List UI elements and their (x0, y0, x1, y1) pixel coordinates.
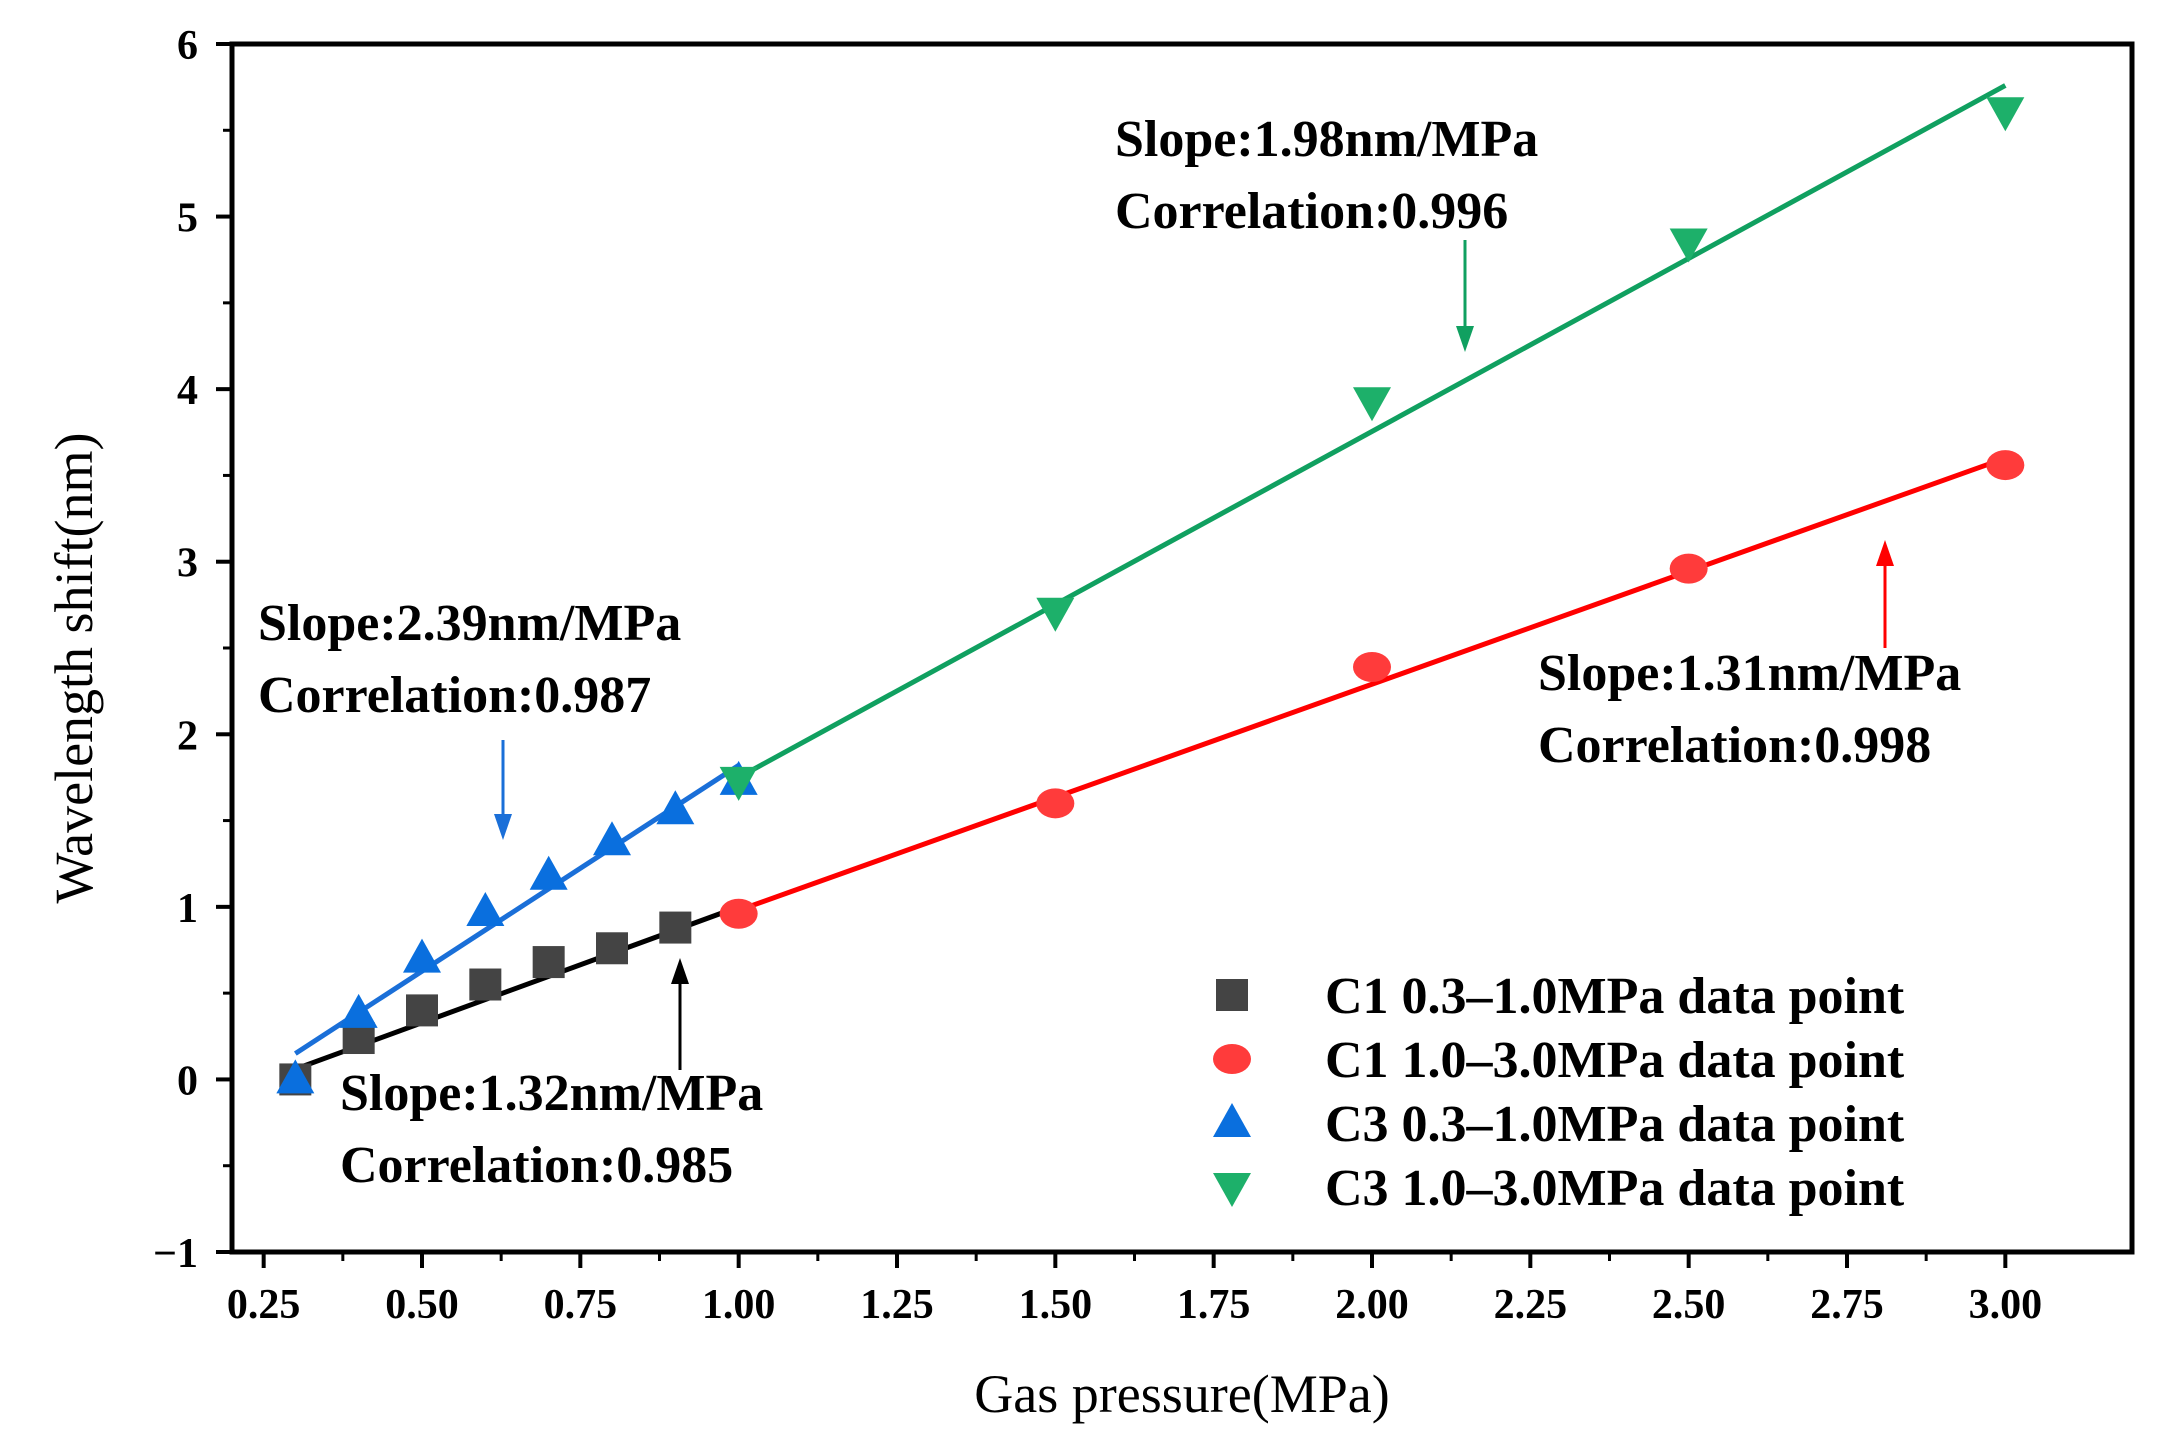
fit-line (737, 83, 2007, 780)
annotation-text: Slope:1.98nm/MPa (1115, 111, 1538, 168)
data-point (659, 911, 692, 944)
x-axis-title: Gas pressure(MPa) (974, 1364, 1389, 1424)
annotation-text: Correlation:0.998 (1538, 717, 1931, 774)
x-tick-label: 0.25 (227, 1282, 301, 1328)
annotation-arrow-head (494, 814, 512, 840)
annotations: Slope:1.32nm/MPa Correlation:0.985 Slope:2… (258, 111, 1961, 1194)
data-point (1669, 553, 1708, 584)
y-axis-title: Wavelength shift(nm) (44, 432, 104, 903)
data-point (1986, 450, 2025, 481)
data-point (719, 898, 758, 929)
legend-marker (1216, 979, 1248, 1011)
y-tick-label: 6 (177, 23, 198, 69)
fit-line (737, 455, 2007, 913)
data-point (1353, 651, 1391, 682)
annotation-text: Slope:2.39nm/MPa (258, 595, 681, 652)
data-point (1986, 97, 2025, 132)
data-points (276, 97, 2025, 1096)
data-point (656, 790, 695, 825)
x-tick-label: 1.25 (860, 1282, 934, 1328)
x-tick-label: 1.75 (1177, 1282, 1251, 1328)
x-tick-label: 0.75 (544, 1282, 618, 1328)
data-point (469, 968, 502, 1001)
x-tick-label: 2.75 (1810, 1282, 1884, 1328)
legend-marker (1213, 1173, 1251, 1207)
data-point (1353, 387, 1391, 422)
legend-label: C3 1.0–3.0MPa data point (1325, 1160, 1905, 1217)
annotation-arrow-head (671, 958, 689, 984)
legend-marker (1213, 1103, 1251, 1137)
legend-label: C3 0.3–1.0MPa data point (1325, 1096, 1905, 1153)
x-tick-label: 0.50 (385, 1282, 459, 1328)
x-tick-label: 1.00 (702, 1282, 776, 1328)
data-point (532, 946, 565, 979)
annotation-text: Slope:1.31nm/MPa (1538, 645, 1961, 702)
data-point (719, 766, 758, 801)
data-point (1669, 228, 1708, 263)
legend: C1 0.3–1.0MPa data point C1 1.0–3.0MPa da… (1213, 968, 1905, 1217)
data-point (339, 993, 378, 1028)
annotation-text: Slope:1.32nm/MPa (340, 1065, 763, 1122)
annotation-arrows (494, 240, 1894, 1070)
legend-label: C1 1.0–3.0MPa data point (1325, 1032, 1905, 1089)
annotation-text: Correlation:0.987 (258, 667, 651, 724)
data-point (406, 994, 438, 1027)
legend-label: C1 0.3–1.0MPa data point (1325, 968, 1905, 1025)
x-tick-label: 1.50 (1019, 1282, 1093, 1328)
y-tick-label: 1 (177, 886, 198, 932)
data-point (1036, 597, 1075, 632)
annotation-text: Correlation:0.996 (1115, 183, 1508, 240)
data-point (596, 932, 628, 965)
y-tick-label: 4 (177, 368, 198, 414)
y-tick-label: −1 (153, 1231, 198, 1277)
x-tick-label: 2.00 (1335, 1282, 1409, 1328)
axes: 0.25 0.50 0.75 1.00 1.25 1.50 1.75 2.00 2.25 2.50… (44, 23, 2135, 1424)
y-tick-label: 0 (177, 1058, 198, 1104)
data-point (403, 938, 441, 973)
legend-marker (1213, 1044, 1251, 1074)
x-tick-label: 3.00 (1969, 1282, 2043, 1328)
x-tick-label: 2.50 (1652, 1282, 1726, 1328)
data-point (276, 1059, 315, 1094)
annotation-arrow-head (1876, 540, 1894, 566)
y-tick-label: 3 (177, 541, 198, 587)
data-point (593, 821, 631, 856)
y-tick-label: 2 (177, 713, 198, 759)
annotation-text: Correlation:0.985 (340, 1137, 733, 1194)
y-tick-label: 5 (177, 196, 198, 242)
data-point (466, 892, 505, 927)
x-tick-label: 2.25 (1494, 1282, 1568, 1328)
annotation-arrow-head (1456, 326, 1474, 352)
data-point (1036, 788, 1075, 819)
data-point (529, 855, 568, 890)
